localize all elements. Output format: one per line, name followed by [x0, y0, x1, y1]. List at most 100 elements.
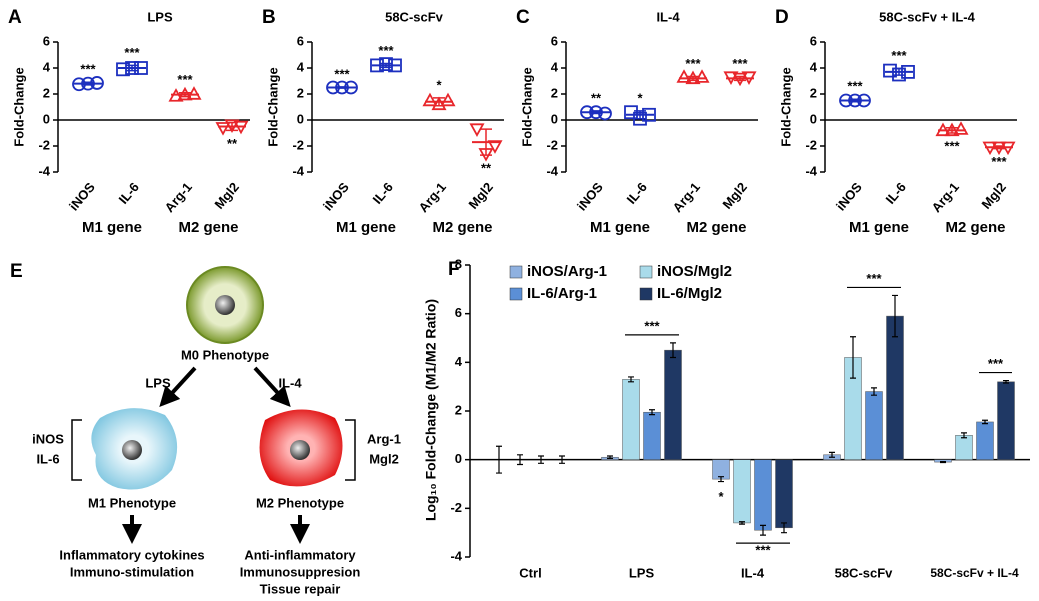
significance: ***	[80, 62, 96, 77]
error-bar	[829, 451, 835, 458]
error-bar	[946, 127, 958, 134]
legend-label: iNOS/Arg-1	[527, 263, 607, 280]
y-axis-label: Fold-Change	[11, 67, 26, 146]
error-bar	[849, 98, 861, 103]
error-bar	[892, 294, 898, 338]
y-tick-label: 2	[297, 85, 304, 100]
m0-label: M0 Phenotype	[181, 347, 269, 362]
y-tick-label: 4	[455, 354, 463, 369]
group-label: M1 gene	[590, 219, 650, 236]
x-tick-label: iNOS	[66, 179, 98, 213]
y-tick-label: -4	[38, 163, 50, 178]
significance: ***	[685, 56, 701, 71]
error-bar	[649, 409, 655, 416]
y-tick-label: 4	[551, 59, 559, 74]
bar	[997, 381, 1015, 460]
y-axis-label: Fold-Change	[778, 67, 793, 146]
significance: ***	[891, 48, 907, 63]
x-tick-label: 58C-scFv + IL-4	[930, 566, 1019, 580]
significance: ***	[988, 356, 1004, 371]
significance: ***	[334, 66, 350, 81]
y-tick-label: 6	[455, 305, 462, 320]
legend-swatch	[639, 265, 653, 279]
chart-title: 58C-scFv + IL-4	[879, 9, 976, 24]
error-bar	[871, 387, 877, 396]
chart-title: IL-4	[656, 9, 680, 24]
bar	[865, 391, 883, 460]
y-tick-label: 0	[551, 111, 558, 126]
data-point	[422, 92, 438, 107]
significance: ***	[847, 79, 863, 94]
x-tick-label: Mgl2	[719, 179, 750, 211]
effect: Immuno-stimulation	[70, 564, 194, 579]
group-label: M2 gene	[178, 219, 238, 236]
marker-label: Mgl2	[369, 451, 399, 466]
m2-label: M2 Phenotype	[256, 495, 344, 510]
x-tick-label: 58C-scFv	[835, 565, 894, 580]
chart-title: 58C-scFv	[385, 9, 444, 24]
bar	[733, 459, 751, 524]
significance: **	[227, 136, 238, 151]
error-bar	[226, 121, 238, 132]
nucleus	[215, 295, 235, 315]
x-tick-label: Arg-1	[670, 179, 703, 215]
x-tick-label: Arg-1	[929, 179, 962, 215]
legend-label: IL-6/Arg-1	[527, 285, 597, 302]
x-tick-label: Ctrl	[519, 565, 541, 580]
x-tick-label: iNOS	[833, 179, 865, 213]
error-bar	[781, 522, 787, 534]
x-tick-label: IL-4	[741, 565, 765, 580]
y-tick-label: 0	[455, 451, 462, 466]
panel-label: A	[8, 7, 22, 28]
error-bar	[687, 75, 699, 82]
significance: *	[637, 90, 643, 105]
x-tick-label: Arg-1	[416, 179, 449, 215]
legend-swatch	[509, 287, 523, 301]
error-bar	[480, 128, 492, 156]
y-tick-label: -4	[292, 163, 304, 178]
y-tick-label: 4	[297, 59, 305, 74]
arrow	[253, 366, 291, 407]
significance: ***	[866, 271, 882, 286]
effect: Anti-inflammatory	[244, 547, 356, 562]
error-bar	[850, 336, 856, 379]
diagram: E M0 Phenotype LPS IL-4 iNOS IL-6 Arg-1 …	[10, 261, 401, 596]
error-bar	[433, 97, 445, 107]
legend-swatch	[639, 287, 653, 301]
group-label: M2 gene	[686, 219, 746, 236]
x-tick-label: LPS	[629, 565, 655, 580]
y-tick-label: -2	[546, 137, 558, 152]
significance: ***	[755, 543, 771, 558]
bar	[775, 459, 793, 529]
error-bar	[380, 62, 392, 69]
bar	[664, 349, 682, 460]
y-tick-label: 8	[455, 256, 462, 271]
significance: **	[591, 90, 602, 105]
error-bar	[940, 461, 946, 464]
x-tick-label: IL-6	[370, 179, 396, 206]
effect: Inflammatory cytokines	[59, 547, 204, 562]
bar	[886, 315, 904, 460]
significance: ***	[644, 318, 660, 333]
bar	[622, 379, 640, 460]
x-tick-label: Arg-1	[162, 179, 195, 215]
error-bar	[760, 524, 766, 536]
y-tick-label: 6	[297, 33, 304, 48]
error-bar	[336, 86, 348, 89]
error-bar	[993, 145, 1005, 150]
y-tick-label: 2	[455, 402, 462, 417]
significance: ***	[944, 138, 960, 153]
stimulus-label: IL-4	[278, 375, 302, 390]
y-tick-label: -4	[450, 548, 462, 563]
y-axis-label: Log₁₀ Fold-Change (M1/M2 Ratio)	[423, 299, 439, 521]
error-bar	[496, 445, 502, 474]
error-bar	[538, 455, 544, 464]
y-tick-label: -2	[450, 500, 462, 515]
y-tick-label: -2	[38, 137, 50, 152]
y-tick-label: 2	[551, 85, 558, 100]
significance: ***	[991, 154, 1007, 169]
error-bar	[634, 110, 646, 120]
y-tick-label: 6	[810, 33, 817, 48]
bar	[754, 459, 772, 531]
